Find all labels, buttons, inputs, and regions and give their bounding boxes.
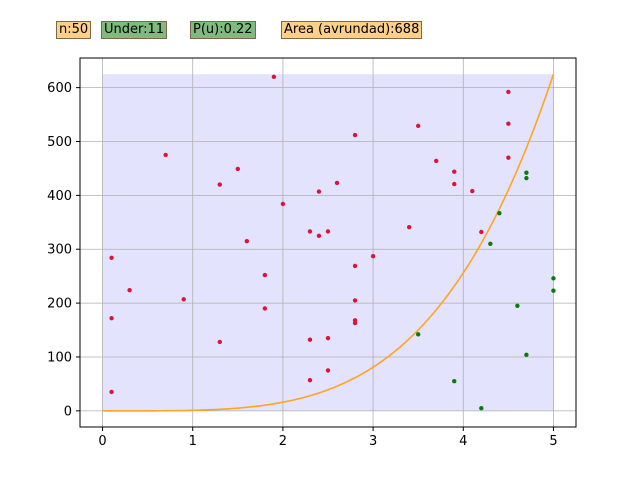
point-above (109, 315, 114, 321)
point-above (307, 337, 313, 342)
plot-frame (79, 57, 577, 428)
point-above (352, 263, 358, 269)
point-above (217, 182, 222, 187)
point-above (334, 180, 340, 186)
point-above (217, 339, 222, 345)
probability-badge: P(u):0.22 (190, 21, 256, 39)
point-below (479, 405, 484, 411)
point-below (515, 303, 520, 308)
point-above (406, 224, 412, 230)
point-above (163, 152, 168, 158)
y-tick-label: 600 (47, 81, 72, 96)
y-tick-label: 500 (47, 135, 72, 150)
point-above (325, 229, 331, 234)
point-above (434, 158, 439, 164)
point-above (235, 166, 241, 172)
x-tick-label: 1 (189, 434, 197, 449)
point-above (452, 181, 457, 187)
point-above (307, 229, 313, 234)
point-below (497, 210, 502, 216)
point-below (488, 241, 493, 247)
tick-layer: 0 1 2 3 4 5 0 100 200 300 400 500 600 (47, 81, 557, 449)
x-tick-label: 0 (98, 434, 106, 449)
point-above (262, 306, 268, 311)
under-badge: Under:11 (101, 21, 168, 39)
point-below (551, 276, 556, 281)
point-below (551, 288, 556, 293)
n-badge: n:50 (56, 21, 92, 39)
point-above (271, 74, 277, 80)
point-above (316, 233, 322, 238)
x-tick-label: 4 (459, 434, 467, 449)
point-above (470, 188, 475, 194)
point-above (352, 318, 358, 323)
fill-region-layer (102, 74, 554, 411)
point-below (524, 175, 529, 181)
point-above (316, 189, 322, 194)
point-above (244, 238, 250, 244)
grid-layer (80, 58, 576, 427)
y-tick-label: 100 (47, 350, 72, 365)
point-above (506, 155, 511, 160)
point-above (415, 123, 421, 129)
point-above (307, 377, 313, 383)
shaded-region (102, 74, 554, 411)
point-above (325, 368, 331, 373)
y-tick-label: 200 (47, 297, 72, 312)
point-below (415, 332, 421, 337)
point-below (524, 170, 529, 175)
curve-layer (102, 73, 555, 412)
area-badge: Area (avrundad):688 (281, 21, 423, 39)
point-above (181, 297, 186, 302)
point-below (524, 352, 529, 358)
point-above (109, 389, 114, 395)
y-tick-label: 0 (64, 404, 72, 419)
point-above (352, 298, 358, 303)
x-tick-label: 3 (369, 434, 377, 449)
x-tick-label: 2 (279, 434, 287, 449)
x-tick-label: 5 (549, 434, 557, 449)
point-above (280, 201, 286, 207)
point-above (109, 255, 114, 261)
point-above (506, 89, 511, 95)
y-tick-label: 300 (47, 243, 72, 258)
point-above (352, 132, 358, 138)
point-above (506, 121, 511, 126)
point-above (452, 169, 457, 174)
curve-line (102, 73, 555, 412)
point-above (370, 254, 376, 259)
y-tick-label: 400 (47, 189, 72, 204)
point-above (479, 229, 484, 235)
point-above (127, 287, 132, 293)
point-below (452, 379, 457, 384)
point-above (262, 272, 268, 278)
point-above (325, 335, 331, 341)
points-layer (109, 74, 556, 411)
